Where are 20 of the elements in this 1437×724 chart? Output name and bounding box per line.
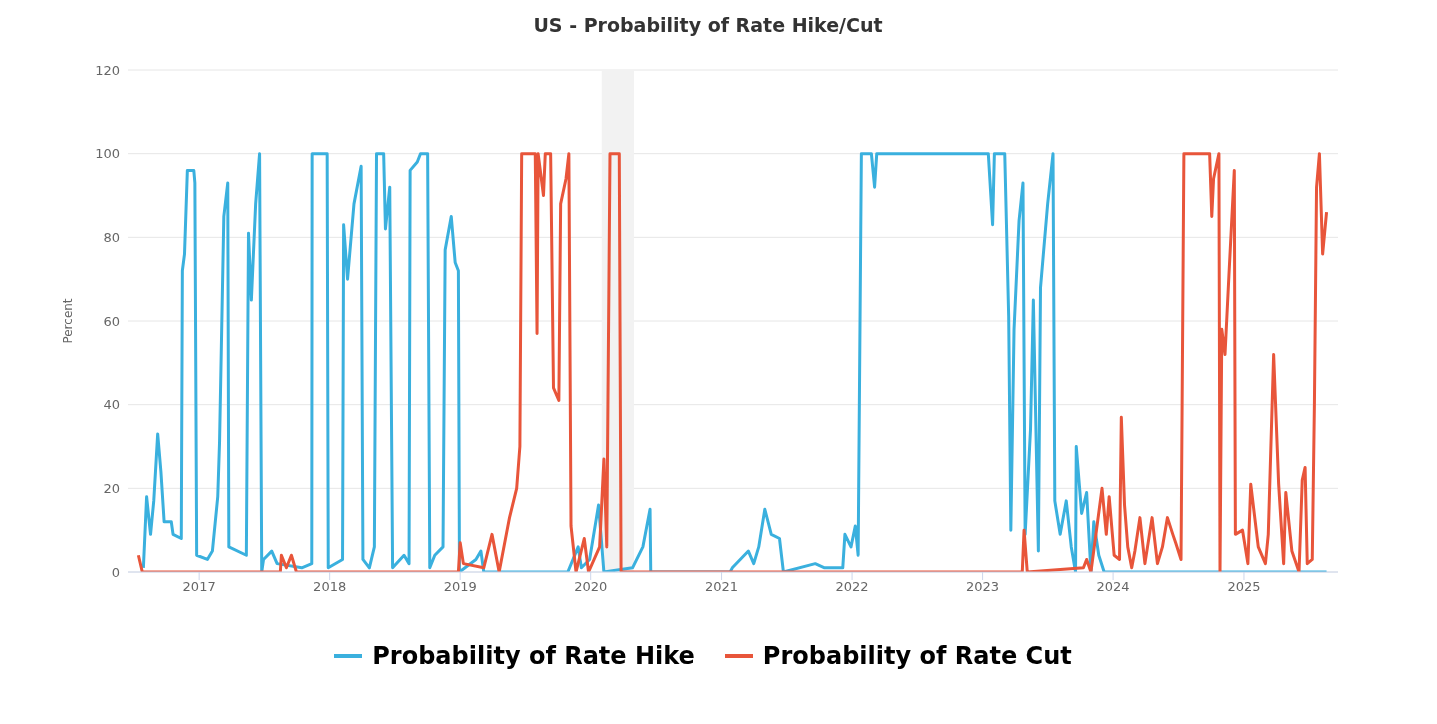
legend-label: Probability of Rate Hike <box>372 642 695 670</box>
x-tick-label: 2025 <box>1227 579 1261 595</box>
x-tick-label: 2017 <box>182 579 216 595</box>
y-axis-title: Percent <box>61 298 76 344</box>
y-tick-label: 120 <box>95 62 120 78</box>
y-tick-label: 80 <box>103 229 120 245</box>
y-tick-label: 100 <box>95 146 120 162</box>
legend-label: Probability of Rate Cut <box>762 642 1072 670</box>
x-tick-label: 2018 <box>313 579 347 595</box>
y-tick-label: 20 <box>103 480 120 496</box>
x-tick-label: 2024 <box>1096 579 1130 595</box>
x-tick-label: 2023 <box>966 579 1000 595</box>
x-tick-label: 2021 <box>705 579 739 595</box>
y-tick-label: 40 <box>103 397 120 413</box>
x-tick-label: 2022 <box>835 579 869 595</box>
y-tick-label: 60 <box>103 313 120 329</box>
x-tick-label: 2019 <box>443 579 477 595</box>
x-tick-label: 2020 <box>574 579 608 595</box>
chart-title: US - Probability of Rate Hike/Cut <box>532 14 884 36</box>
y-tick-label: 0 <box>111 564 120 580</box>
